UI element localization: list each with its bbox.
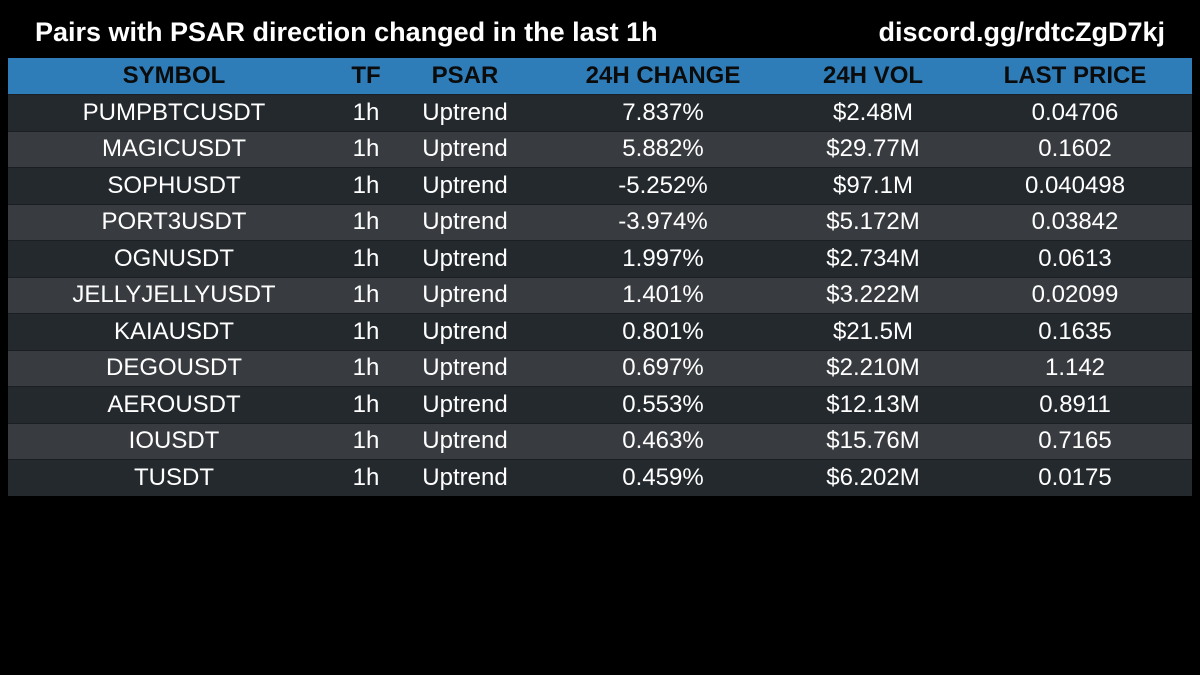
volume-cell: $2.734M xyxy=(788,240,958,277)
volume-cell: $12.13M xyxy=(788,386,958,423)
table-body: PUMPBTCUSDT 1h Uptrend 7.837% $2.48M 0.04706 M… xyxy=(8,94,1192,496)
column-header-psar: PSAR xyxy=(392,58,538,95)
volume-cell: $5.172M xyxy=(788,203,958,241)
price-cell: 0.02099 xyxy=(958,276,1192,314)
price-cell: 0.7165 xyxy=(958,422,1192,460)
tf-cell: 1h xyxy=(340,422,392,460)
price-cell: 0.040498 xyxy=(958,167,1192,204)
change-cell: 0.801% xyxy=(538,313,788,350)
table-row: SOPHUSDT 1h Uptrend -5.252% $97.1M 0.040498 xyxy=(8,167,1192,204)
symbol-cell: KAIAUSDT xyxy=(8,313,340,350)
symbol-cell: SOPHUSDT xyxy=(8,167,340,204)
volume-cell: $15.76M xyxy=(788,422,958,460)
table-row: OGNUSDT 1h Uptrend 1.997% $2.734M 0.0613 xyxy=(8,240,1192,277)
symbol-cell: DEGOUSDT xyxy=(8,349,340,387)
psar-cell: Uptrend xyxy=(392,240,538,277)
change-cell: 0.553% xyxy=(538,386,788,423)
table-row: MAGICUSDT 1h Uptrend 5.882% $29.77M 0.1602 xyxy=(8,130,1192,168)
page-title: Pairs with PSAR direction changed in the… xyxy=(35,17,658,47)
psar-cell: Uptrend xyxy=(392,203,538,241)
change-cell: 1.401% xyxy=(538,276,788,314)
symbol-cell: OGNUSDT xyxy=(8,240,340,277)
symbol-cell: MAGICUSDT xyxy=(8,130,340,168)
psar-cell: Uptrend xyxy=(392,167,538,204)
price-cell: 0.0613 xyxy=(958,240,1192,277)
column-header-24h-change: 24H CHANGE xyxy=(538,58,788,95)
symbol-cell: PUMPBTCUSDT xyxy=(8,94,340,131)
table-row: DEGOUSDT 1h Uptrend 0.697% $2.210M 1.142 xyxy=(8,349,1192,387)
tf-cell: 1h xyxy=(340,459,392,496)
psar-table: SYMBOL TF PSAR 24H CHANGE 24H VOL LAST P… xyxy=(8,58,1192,496)
volume-cell: $29.77M xyxy=(788,130,958,168)
table-row: AEROUSDT 1h Uptrend 0.553% $12.13M 0.8911 xyxy=(8,386,1192,423)
change-cell: -3.974% xyxy=(538,203,788,241)
column-header-last-price: LAST PRICE xyxy=(958,58,1192,95)
tf-cell: 1h xyxy=(340,130,392,168)
psar-cell: Uptrend xyxy=(392,349,538,387)
tf-cell: 1h xyxy=(340,313,392,350)
volume-cell: $3.222M xyxy=(788,276,958,314)
tf-cell: 1h xyxy=(340,349,392,387)
tf-cell: 1h xyxy=(340,240,392,277)
table-header-row: SYMBOL TF PSAR 24H CHANGE 24H VOL LAST P… xyxy=(8,58,1192,95)
change-cell: 0.697% xyxy=(538,349,788,387)
table-row: TUSDT 1h Uptrend 0.459% $6.202M 0.0175 xyxy=(8,459,1192,496)
change-cell: 0.459% xyxy=(538,459,788,496)
price-cell: 0.04706 xyxy=(958,94,1192,131)
price-cell: 0.1602 xyxy=(958,130,1192,168)
tf-cell: 1h xyxy=(340,203,392,241)
column-header-symbol: SYMBOL xyxy=(8,58,340,95)
price-cell: 0.0175 xyxy=(958,459,1192,496)
tf-cell: 1h xyxy=(340,94,392,131)
psar-cell: Uptrend xyxy=(392,94,538,131)
volume-cell: $21.5M xyxy=(788,313,958,350)
price-cell: 0.1635 xyxy=(958,313,1192,350)
column-header-tf: TF xyxy=(340,58,392,95)
symbol-cell: IOUSDT xyxy=(8,422,340,460)
header: Pairs with PSAR direction changed in the… xyxy=(0,0,1200,58)
table-row: JELLYJELLYUSDT 1h Uptrend 1.401% $3.222M 0.02… xyxy=(8,276,1192,314)
psar-cell: Uptrend xyxy=(392,422,538,460)
change-cell: 7.837% xyxy=(538,94,788,131)
table-row: PUMPBTCUSDT 1h Uptrend 7.837% $2.48M 0.04706 xyxy=(8,94,1192,131)
table-row: IOUSDT 1h Uptrend 0.463% $15.76M 0.7165 xyxy=(8,422,1192,460)
table-row: KAIAUSDT 1h Uptrend 0.801% $21.5M 0.1635 xyxy=(8,313,1192,350)
tf-cell: 1h xyxy=(340,167,392,204)
change-cell: -5.252% xyxy=(538,167,788,204)
psar-cell: Uptrend xyxy=(392,386,538,423)
volume-cell: $97.1M xyxy=(788,167,958,204)
table-row: PORT3USDT 1h Uptrend -3.974% $5.172M 0.03842 xyxy=(8,203,1192,241)
symbol-cell: AEROUSDT xyxy=(8,386,340,423)
volume-cell: $6.202M xyxy=(788,459,958,496)
price-cell: 0.8911 xyxy=(958,386,1192,423)
symbol-cell: PORT3USDT xyxy=(8,203,340,241)
psar-cell: Uptrend xyxy=(392,313,538,350)
symbol-cell: TUSDT xyxy=(8,459,340,496)
volume-cell: $2.210M xyxy=(788,349,958,387)
column-header-24h-vol: 24H VOL xyxy=(788,58,958,95)
tf-cell: 1h xyxy=(340,276,392,314)
change-cell: 1.997% xyxy=(538,240,788,277)
change-cell: 5.882% xyxy=(538,130,788,168)
psar-cell: Uptrend xyxy=(392,276,538,314)
price-cell: 0.03842 xyxy=(958,203,1192,241)
change-cell: 0.463% xyxy=(538,422,788,460)
psar-cell: Uptrend xyxy=(392,130,538,168)
volume-cell: $2.48M xyxy=(788,94,958,131)
discord-link[interactable]: discord.gg/rdtcZgD7kj xyxy=(878,17,1165,47)
symbol-cell: JELLYJELLYUSDT xyxy=(8,276,340,314)
psar-cell: Uptrend xyxy=(392,459,538,496)
price-cell: 1.142 xyxy=(958,349,1192,387)
tf-cell: 1h xyxy=(340,386,392,423)
